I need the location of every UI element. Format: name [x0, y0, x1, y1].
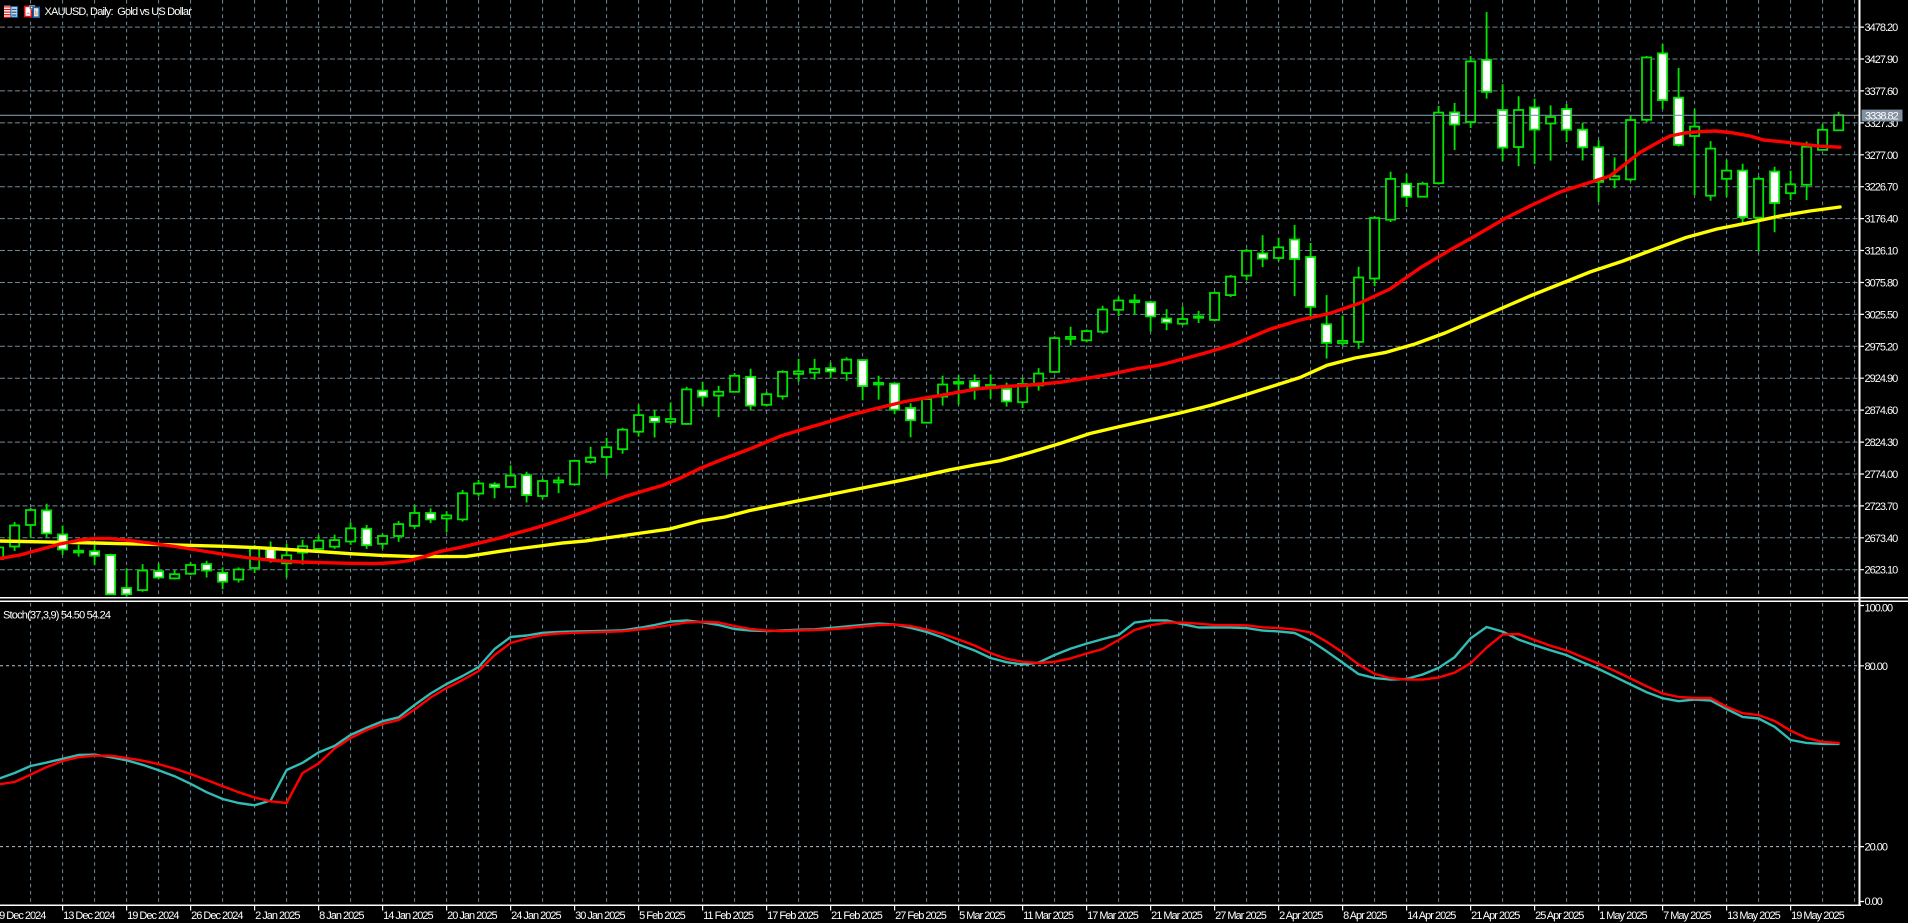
svg-text:5 Feb 2025: 5 Feb 2025	[639, 910, 686, 922]
svg-text:3226.70: 3226.70	[1865, 182, 1899, 194]
svg-text:3025.50: 3025.50	[1865, 309, 1899, 321]
svg-text:27 Mar 2025: 27 Mar 2025	[1215, 910, 1267, 922]
svg-text:3176.40: 3176.40	[1865, 214, 1899, 226]
svg-text:27 Feb 2025: 27 Feb 2025	[895, 910, 947, 922]
svg-text:8 Jan 2025: 8 Jan 2025	[319, 910, 364, 922]
svg-text:14 Apr 2025: 14 Apr 2025	[1407, 910, 1456, 922]
svg-text:17 Feb 2025: 17 Feb 2025	[767, 910, 819, 922]
svg-text:Stoch(37,3,9) 54.50 54.24: Stoch(37,3,9) 54.50 54.24	[3, 610, 111, 622]
svg-text:21 Mar 2025: 21 Mar 2025	[1151, 910, 1203, 922]
svg-text:13 Dec 2024: 13 Dec 2024	[63, 910, 115, 922]
svg-text:3126.10: 3126.10	[1865, 246, 1899, 258]
svg-text:100.00: 100.00	[1865, 603, 1894, 615]
svg-text:20.00: 20.00	[1865, 842, 1888, 854]
svg-text:2975.20: 2975.20	[1865, 341, 1899, 353]
svg-text:11 Mar 2025: 11 Mar 2025	[1023, 910, 1074, 922]
svg-text:0.00: 0.00	[1865, 896, 1883, 908]
svg-text:20 Jan 2025: 20 Jan 2025	[447, 910, 497, 922]
svg-text:2623.10: 2623.10	[1865, 565, 1899, 577]
svg-text:3377.60: 3377.60	[1865, 86, 1899, 98]
svg-text:3277.00: 3277.00	[1865, 150, 1899, 162]
svg-text:9 Dec 2024: 9 Dec 2024	[0, 910, 46, 922]
svg-text:3075.80: 3075.80	[1865, 278, 1899, 290]
svg-text:2774.00: 2774.00	[1865, 469, 1899, 481]
svg-text:80.00: 80.00	[1865, 661, 1888, 673]
svg-text:21 Apr 2025: 21 Apr 2025	[1471, 910, 1520, 922]
svg-text:8 Apr 2025: 8 Apr 2025	[1343, 910, 1387, 922]
svg-text:21 Feb 2025: 21 Feb 2025	[831, 910, 883, 922]
svg-text:30 Jan 2025: 30 Jan 2025	[575, 910, 625, 922]
svg-text:19 Dec 2024: 19 Dec 2024	[127, 910, 179, 922]
svg-text:14 Jan 2025: 14 Jan 2025	[383, 910, 433, 922]
svg-text:26 Dec 2024: 26 Dec 2024	[191, 910, 243, 922]
svg-text:3427.90: 3427.90	[1865, 54, 1899, 66]
svg-text:2 Jan 2025: 2 Jan 2025	[255, 910, 300, 922]
svg-text:24 Jan 2025: 24 Jan 2025	[511, 910, 561, 922]
svg-text:13 May 2025: 13 May 2025	[1727, 910, 1780, 922]
svg-text:2824.30: 2824.30	[1865, 437, 1899, 449]
svg-text:17 Mar 2025: 17 Mar 2025	[1087, 910, 1139, 922]
svg-text:1 May 2025: 1 May 2025	[1599, 910, 1647, 922]
svg-text:25 Apr 2025: 25 Apr 2025	[1535, 910, 1584, 922]
svg-text:2673.40: 2673.40	[1865, 533, 1899, 545]
svg-text:7 May 2025: 7 May 2025	[1663, 910, 1711, 922]
svg-text:3478.20: 3478.20	[1865, 22, 1899, 34]
svg-text:19 May 2025: 19 May 2025	[1791, 910, 1844, 922]
svg-text:3327.30: 3327.30	[1865, 118, 1899, 130]
svg-text:11 Feb 2025: 11 Feb 2025	[703, 910, 754, 922]
svg-text:XAUUSD, Daily: Gold vs US Dol: XAUUSD, Daily: Gold vs US Dollar	[45, 6, 193, 18]
svg-text:2924.90: 2924.90	[1865, 373, 1899, 385]
svg-text:2723.70: 2723.70	[1865, 501, 1899, 513]
svg-text:2874.60: 2874.60	[1865, 405, 1899, 417]
svg-text:2 Apr 2025: 2 Apr 2025	[1279, 910, 1323, 922]
svg-text:5 Mar 2025: 5 Mar 2025	[959, 910, 1006, 922]
svg-text:3338.82: 3338.82	[1865, 110, 1899, 122]
